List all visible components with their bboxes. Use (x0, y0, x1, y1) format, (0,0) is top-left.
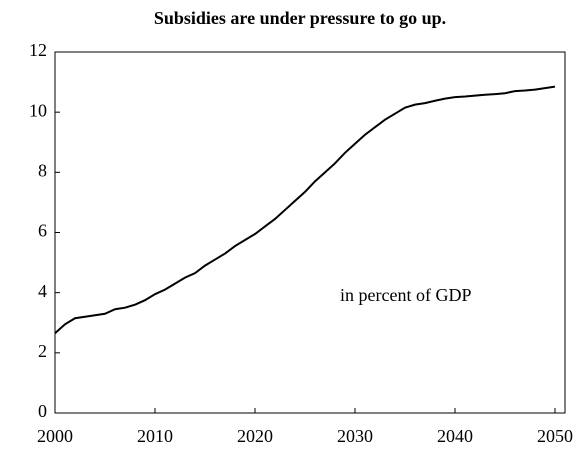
y-tick-label: 8 (38, 160, 47, 180)
y-tick-label: 4 (38, 281, 47, 301)
x-tick-label: 2010 (137, 426, 173, 446)
y-tick-label: 12 (29, 40, 47, 60)
y-tick-label: 2 (38, 341, 47, 361)
annotation: in percent of GDP (340, 285, 471, 305)
plot-frame (54, 51, 566, 414)
x-tick-label: 2040 (437, 426, 473, 446)
line (54, 85, 556, 335)
x-tick-label: 2020 (237, 426, 273, 446)
y-tick-label: 10 (29, 100, 47, 120)
x-tick-label: 2050 (537, 426, 573, 446)
x-tick-label: 2000 (37, 426, 73, 446)
chart-title: Subsidies are under pressure to go up. (154, 8, 446, 28)
x-tick-label: 2030 (337, 426, 373, 446)
y-tick-label: 6 (38, 221, 47, 241)
y-tick-label: 0 (38, 401, 47, 421)
